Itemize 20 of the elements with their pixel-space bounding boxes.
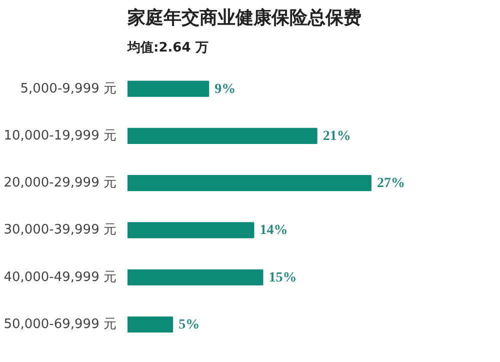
data-label: 14% bbox=[260, 223, 288, 238]
data-label: 9% bbox=[214, 82, 236, 97]
data-label: 15% bbox=[268, 270, 297, 286]
y-tick-label: 5,000-9,999 元 bbox=[20, 81, 117, 96]
chart-title: 家庭年交商业健康保险总保费 bbox=[126, 8, 362, 28]
bar bbox=[128, 316, 174, 333]
y-tick-label: 40,000-49,999 元 bbox=[4, 270, 117, 285]
chart-subtitle: 均值:2.64 万 bbox=[126, 40, 208, 56]
data-label: 5% bbox=[178, 318, 200, 332]
y-tick-label: 10,000-19,999 元 bbox=[4, 128, 117, 144]
y-tick-label: 20,000-29,999 元 bbox=[4, 176, 117, 191]
bar bbox=[128, 128, 318, 144]
bar bbox=[128, 175, 372, 192]
data-label: 21% bbox=[322, 128, 351, 144]
data-label: 27% bbox=[376, 176, 405, 192]
y-tick-label: 50,000-69,999 元 bbox=[4, 317, 117, 332]
y-tick-label: 30,000-39,999 元 bbox=[4, 222, 117, 238]
bar bbox=[128, 269, 264, 286]
bar bbox=[128, 222, 254, 238]
bar bbox=[128, 80, 210, 97]
